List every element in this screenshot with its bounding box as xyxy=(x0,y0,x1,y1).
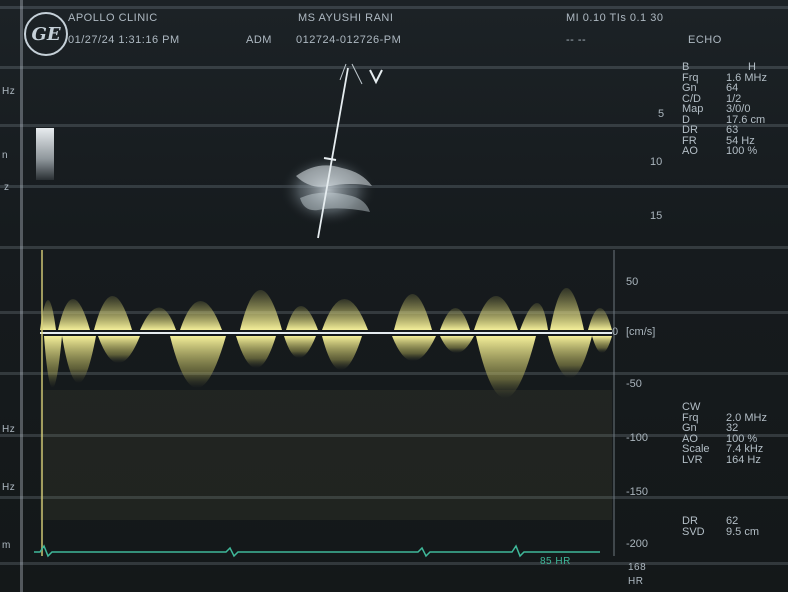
spectrum-reverse xyxy=(392,336,436,361)
scan-band xyxy=(0,434,788,437)
spectrum-haze xyxy=(40,390,612,520)
ecg-trace xyxy=(34,544,600,558)
spectrum-reverse xyxy=(476,336,536,398)
spectrum-reverse xyxy=(44,336,62,388)
clinic-name: APOLLO CLINIC xyxy=(68,12,158,24)
bottom-label: HR xyxy=(628,576,644,587)
spectrum-forward xyxy=(58,299,90,330)
spectrum-forward xyxy=(520,303,548,330)
scan-band xyxy=(0,6,788,9)
spectrum-forward xyxy=(394,294,432,330)
cw-cursor-line xyxy=(317,67,349,239)
scan-band xyxy=(0,124,788,127)
spectrum-forward xyxy=(550,288,584,330)
spectrum-reverse xyxy=(548,336,592,378)
velocity-tick: 50 xyxy=(626,276,639,288)
velocity-zero: 0 xyxy=(612,326,619,338)
mode-label: ECHO xyxy=(688,34,722,46)
spectrum-reverse xyxy=(236,336,276,368)
ecg-hr-label: 85 HR xyxy=(540,556,571,567)
scan-band xyxy=(0,496,788,499)
spectrum-forward xyxy=(474,296,518,330)
left-edge-label: z xyxy=(4,182,10,193)
header-dashes: -- -- xyxy=(566,34,587,46)
spectrum-reverse xyxy=(170,336,226,388)
cw-params: CW Frq 2.0 MHz Gn 32 AO 100 % Scale 7.4 kHz … xyxy=(682,401,767,466)
mi-ti-readout: MI 0.10 TIs 0.1 30 xyxy=(566,12,664,24)
spectrum-reverse xyxy=(322,336,362,370)
adm-label: ADM xyxy=(246,34,272,46)
spectrum-forward xyxy=(240,290,282,330)
exam-datetime: 01/27/24 1:31:16 PM xyxy=(68,34,180,46)
spectrum-forward xyxy=(440,308,470,330)
adm-value: 012724-012726-PM xyxy=(296,34,402,46)
grayscale-bar xyxy=(36,128,54,180)
heart-echo-detail xyxy=(300,192,370,212)
depth-tick: 10 xyxy=(650,156,663,168)
spectrum-reverse xyxy=(284,336,316,358)
spectrum-reverse xyxy=(62,336,96,383)
spectrum-forward xyxy=(588,308,612,330)
spectrum-forward xyxy=(40,300,56,330)
velocity-tick: -150 xyxy=(626,486,649,498)
sector-edge xyxy=(339,63,363,85)
scan-band xyxy=(0,562,788,565)
left-edge-line xyxy=(20,0,23,592)
sector-apex-marker xyxy=(369,69,383,85)
scan-band xyxy=(0,185,788,188)
scan-band xyxy=(0,66,788,69)
depth-tick: 15 xyxy=(650,210,663,222)
spectrum-reverse xyxy=(592,336,612,353)
scan-band xyxy=(0,372,788,375)
scan-band xyxy=(0,246,788,249)
scan-band xyxy=(0,311,788,314)
spectrum-forward xyxy=(286,306,318,330)
spectrum-reverse xyxy=(440,336,474,353)
spectrum-forward xyxy=(94,296,132,330)
depth-tick: 5 xyxy=(658,108,665,120)
velocity-tick: -100 xyxy=(626,432,649,444)
velocity-tick: -50 xyxy=(626,378,642,390)
left-edge-label: Hz xyxy=(2,482,16,493)
velocity-unit: [cm/s] xyxy=(626,326,656,338)
velocity-tick: -200 xyxy=(626,538,649,550)
bottom-label: 168 xyxy=(628,562,647,573)
left-edge-label: m xyxy=(2,540,11,551)
left-edge-label: Hz xyxy=(2,424,16,435)
heart-echo-detail xyxy=(296,165,372,187)
spectrum-forward xyxy=(322,299,368,330)
patient-name: MS AYUSHI RANI xyxy=(298,12,394,24)
spectrum-reverse xyxy=(98,336,140,363)
left-edge-label: n xyxy=(2,150,9,161)
left-edge-label: Hz xyxy=(2,86,16,97)
cw-focus-mark xyxy=(323,157,337,161)
spectrum-forward xyxy=(180,301,222,330)
spectrum-forward xyxy=(140,307,176,330)
cw-params-lower: DR 62 SVD 9.5 cm xyxy=(682,515,760,538)
ge-logo: GE xyxy=(24,12,68,56)
